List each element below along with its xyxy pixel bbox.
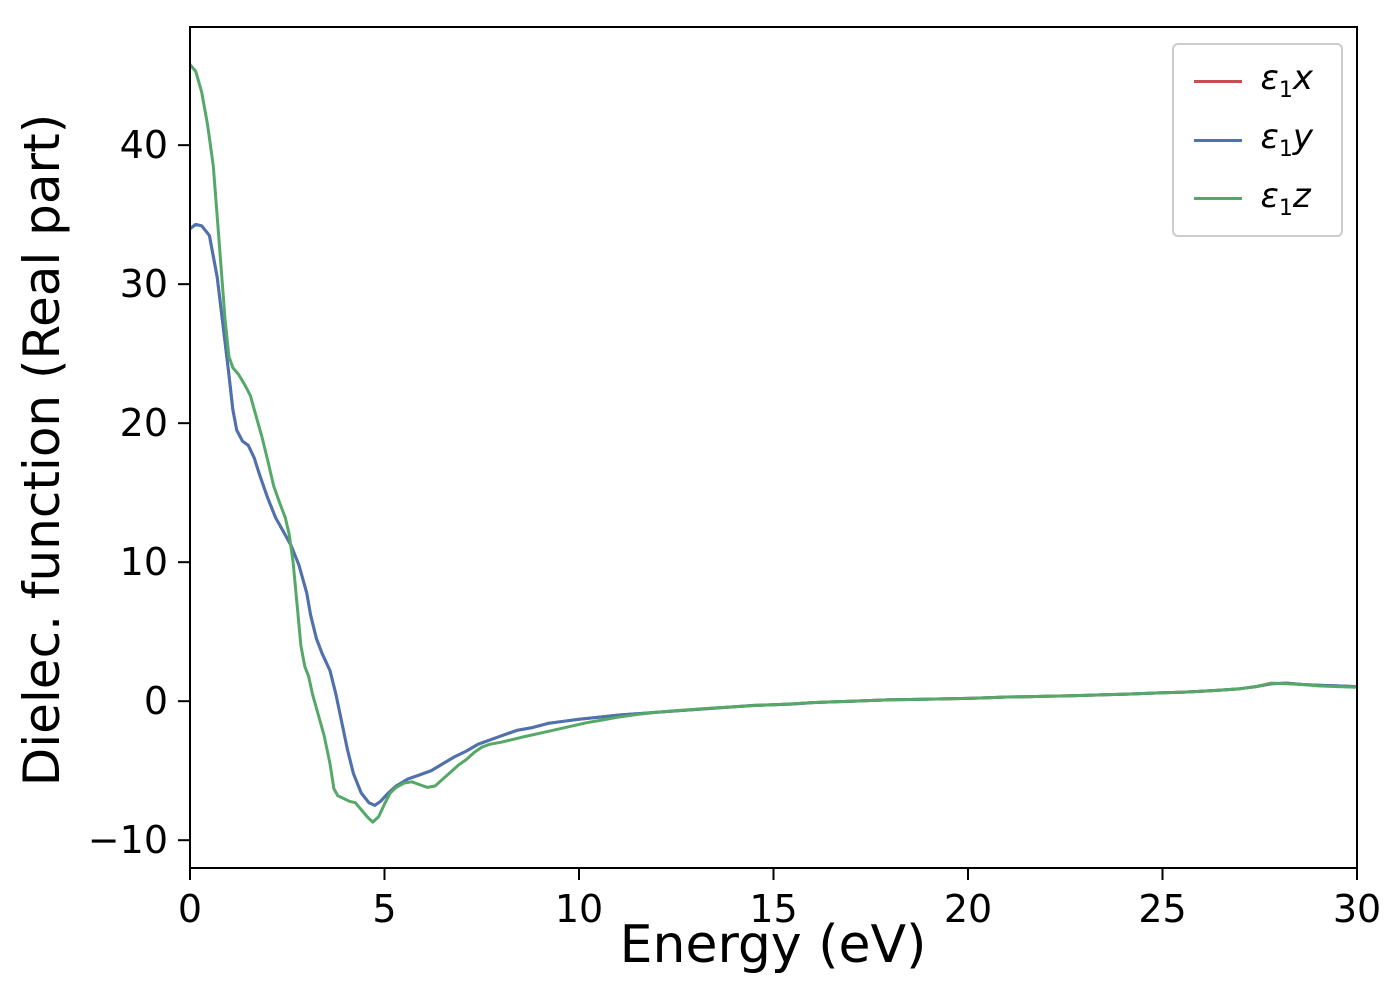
y-tick-label: 10: [120, 540, 168, 584]
x-tick-label: 20: [944, 887, 992, 931]
legend-label-eps1z: ε1z: [1260, 175, 1311, 221]
line-eps1y: [190, 222, 1357, 807]
legend-item-eps1y: ε1y: [1194, 120, 1313, 161]
x-tick-label: 30: [1333, 887, 1381, 931]
y-tick-label: 40: [120, 123, 168, 167]
y-axis-label: Dielec. function (Real part): [13, 113, 71, 787]
legend-line-swatch-eps1x: [1194, 79, 1243, 83]
x-tick-label: 25: [1138, 887, 1186, 931]
legend-label-eps1y: ε1y: [1260, 116, 1313, 162]
legend: ε1x ε1y ε1z: [1172, 43, 1343, 238]
legend-item-eps1x: ε1x: [1194, 61, 1313, 102]
y-tick-label: 30: [120, 262, 168, 306]
legend-line-swatch-eps1z: [1194, 197, 1243, 201]
line-eps1x: [190, 222, 1357, 807]
x-tick-label: 5: [372, 887, 396, 931]
legend-label-eps1x: ε1x: [1260, 58, 1313, 103]
legend-line-swatch-eps1y: [1194, 138, 1243, 142]
x-axis-label: Energy (eV): [619, 915, 927, 975]
x-tick-label: 0: [178, 887, 202, 931]
y-tick-label: 0: [144, 679, 168, 723]
x-tick-label: 10: [555, 887, 603, 931]
y-tick-label: −10: [88, 818, 168, 862]
x-tick-label: 15: [749, 887, 797, 931]
axes-frame: [189, 26, 1358, 869]
line-eps1z: [190, 63, 1357, 824]
legend-item-eps1z: ε1z: [1194, 179, 1313, 220]
y-tick-label: 20: [120, 401, 168, 445]
